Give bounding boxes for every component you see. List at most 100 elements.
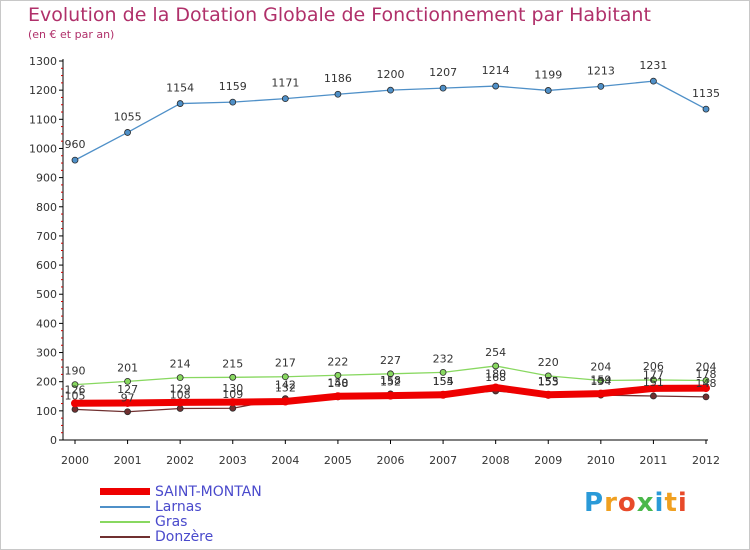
y-tick-label-1300: 1300 — [29, 55, 57, 68]
point-saint-montan-2007 — [439, 390, 448, 399]
data-label-larnas-2001: 1055 — [114, 110, 142, 123]
data-label-larnas-2008: 1214 — [482, 64, 510, 77]
x-tick-label-2010: 2010 — [587, 454, 615, 467]
data-label-donz-re-2002: 108 — [170, 389, 191, 402]
data-label-gras-2007: 232 — [433, 352, 454, 365]
point-saint-montan-2012 — [702, 384, 710, 393]
point-gras-2005 — [334, 371, 342, 379]
data-label-larnas-2005: 1186 — [324, 72, 352, 85]
x-tick-label-2011: 2011 — [639, 454, 667, 467]
data-label-donz-re-2004: 142 — [275, 379, 296, 392]
point-donz-re-2001 — [124, 408, 131, 416]
point-larnas-2004 — [281, 95, 289, 103]
y-tick-label-1000: 1000 — [29, 142, 57, 155]
x-tick-label-2002: 2002 — [166, 454, 194, 467]
data-label-saint-montan-2003: 130 — [222, 382, 243, 395]
y-tick-label-900: 900 — [36, 172, 57, 185]
x-tick-label-2005: 2005 — [324, 454, 352, 467]
point-larnas-2002 — [176, 100, 184, 107]
data-label-gras-2009: 220 — [538, 356, 559, 369]
y-tick-label-400: 400 — [36, 317, 57, 330]
x-tick-label-2006: 2006 — [377, 454, 405, 467]
y-tick-label-600: 600 — [36, 259, 57, 272]
data-label-gras-2008: 254 — [485, 346, 506, 359]
y-tick-label-700: 700 — [36, 230, 57, 243]
data-label-gras-2011: 206 — [643, 360, 664, 373]
point-saint-montan-2003 — [228, 398, 237, 407]
point-larnas-2010 — [597, 82, 605, 90]
point-gras-2007 — [439, 368, 447, 376]
point-gras-2011 — [650, 376, 657, 384]
legend-label-donzere: Donzère — [155, 529, 214, 545]
point-saint-montan-2001 — [123, 398, 132, 407]
legend-swatch-saint-montan — [100, 488, 150, 495]
data-label-saint-montan-2006: 152 — [380, 376, 401, 389]
y-tick-label-0: 0 — [50, 434, 57, 447]
legend-label-saint-montan: SAINT-MONTAN — [155, 484, 262, 500]
data-label-saint-montan-2009: 155 — [538, 375, 559, 388]
y-tick-label-800: 800 — [36, 201, 57, 214]
point-larnas-2008 — [492, 82, 500, 90]
data-label-gras-2012: 204 — [696, 361, 717, 374]
y-tick-label-200: 200 — [36, 376, 57, 389]
point-larnas-2001 — [124, 129, 131, 136]
y-tick-label-500: 500 — [36, 288, 57, 301]
proxiti-logo: Proxiti — [584, 488, 688, 518]
point-larnas-2009 — [544, 87, 552, 94]
data-label-saint-montan-2012: 178 — [696, 368, 717, 381]
data-label-gras-2006: 227 — [380, 354, 401, 367]
x-tick-label-2012: 2012 — [692, 454, 720, 467]
legend-label-gras: Gras — [155, 514, 188, 530]
data-label-larnas-2006: 1200 — [377, 68, 405, 81]
chart-subtitle: (en € et par an) — [28, 28, 115, 41]
point-saint-montan-2002 — [176, 398, 185, 407]
data-label-donz-re-2007: 154 — [433, 375, 454, 388]
x-tick-label-2007: 2007 — [429, 454, 457, 467]
data-label-saint-montan-2004: 132 — [275, 382, 296, 395]
data-label-larnas-2003: 1159 — [219, 80, 247, 93]
x-tick-label-2009: 2009 — [534, 454, 562, 467]
point-gras-2006 — [387, 370, 394, 378]
point-saint-montan-2011 — [649, 384, 658, 393]
data-label-larnas-2002: 1154 — [166, 82, 194, 95]
data-label-gras-2005: 222 — [327, 355, 348, 368]
data-label-donz-re-2001: 97 — [121, 392, 135, 405]
x-tick-label-2001: 2001 — [114, 454, 142, 467]
data-label-saint-montan-2007: 155 — [433, 375, 454, 388]
legend-swatch-gras — [100, 521, 150, 523]
y-tick-label-1200: 1200 — [29, 84, 57, 97]
chart-title: Evolution de la Dotation Globale de Fonc… — [28, 4, 651, 26]
data-label-larnas-2011: 1231 — [639, 59, 667, 72]
point-saint-montan-2010 — [596, 389, 605, 398]
data-label-saint-montan-2010: 159 — [590, 374, 611, 387]
x-tick-label-2003: 2003 — [219, 454, 247, 467]
point-donz-re-2012 — [702, 393, 710, 401]
point-larnas-2000 — [71, 156, 79, 164]
x-tick-label-2004: 2004 — [271, 454, 299, 467]
point-saint-montan-2008 — [491, 383, 500, 392]
point-gras-2012 — [702, 377, 710, 384]
data-label-donz-re-2009: 153 — [538, 375, 559, 388]
data-label-gras-2004: 217 — [275, 357, 296, 370]
legend-swatch-larnas — [100, 506, 150, 508]
point-gras-2000 — [71, 381, 79, 389]
data-label-donz-re-2005: 148 — [327, 377, 348, 390]
data-label-donz-re-2012: 148 — [696, 377, 717, 390]
point-larnas-2007 — [439, 84, 447, 92]
point-larnas-2003 — [229, 98, 237, 106]
data-label-donz-re-2006: 158 — [380, 374, 401, 387]
data-label-saint-montan-2011: 177 — [643, 368, 664, 381]
point-donz-re-2003 — [229, 404, 237, 412]
data-label-larnas-2009: 1199 — [534, 68, 562, 81]
legend-swatch-donzere — [100, 536, 150, 538]
data-label-larnas-2007: 1207 — [429, 66, 457, 79]
data-label-donz-re-2000: 105 — [65, 389, 86, 402]
point-gras-2009 — [544, 372, 552, 380]
data-label-saint-montan-2001: 127 — [117, 383, 138, 396]
data-label-gras-2010: 204 — [590, 361, 611, 374]
point-gras-2008 — [492, 362, 500, 370]
data-label-saint-montan-2002: 129 — [170, 382, 191, 395]
point-saint-montan-2005 — [333, 392, 342, 401]
point-gras-2004 — [281, 373, 289, 381]
